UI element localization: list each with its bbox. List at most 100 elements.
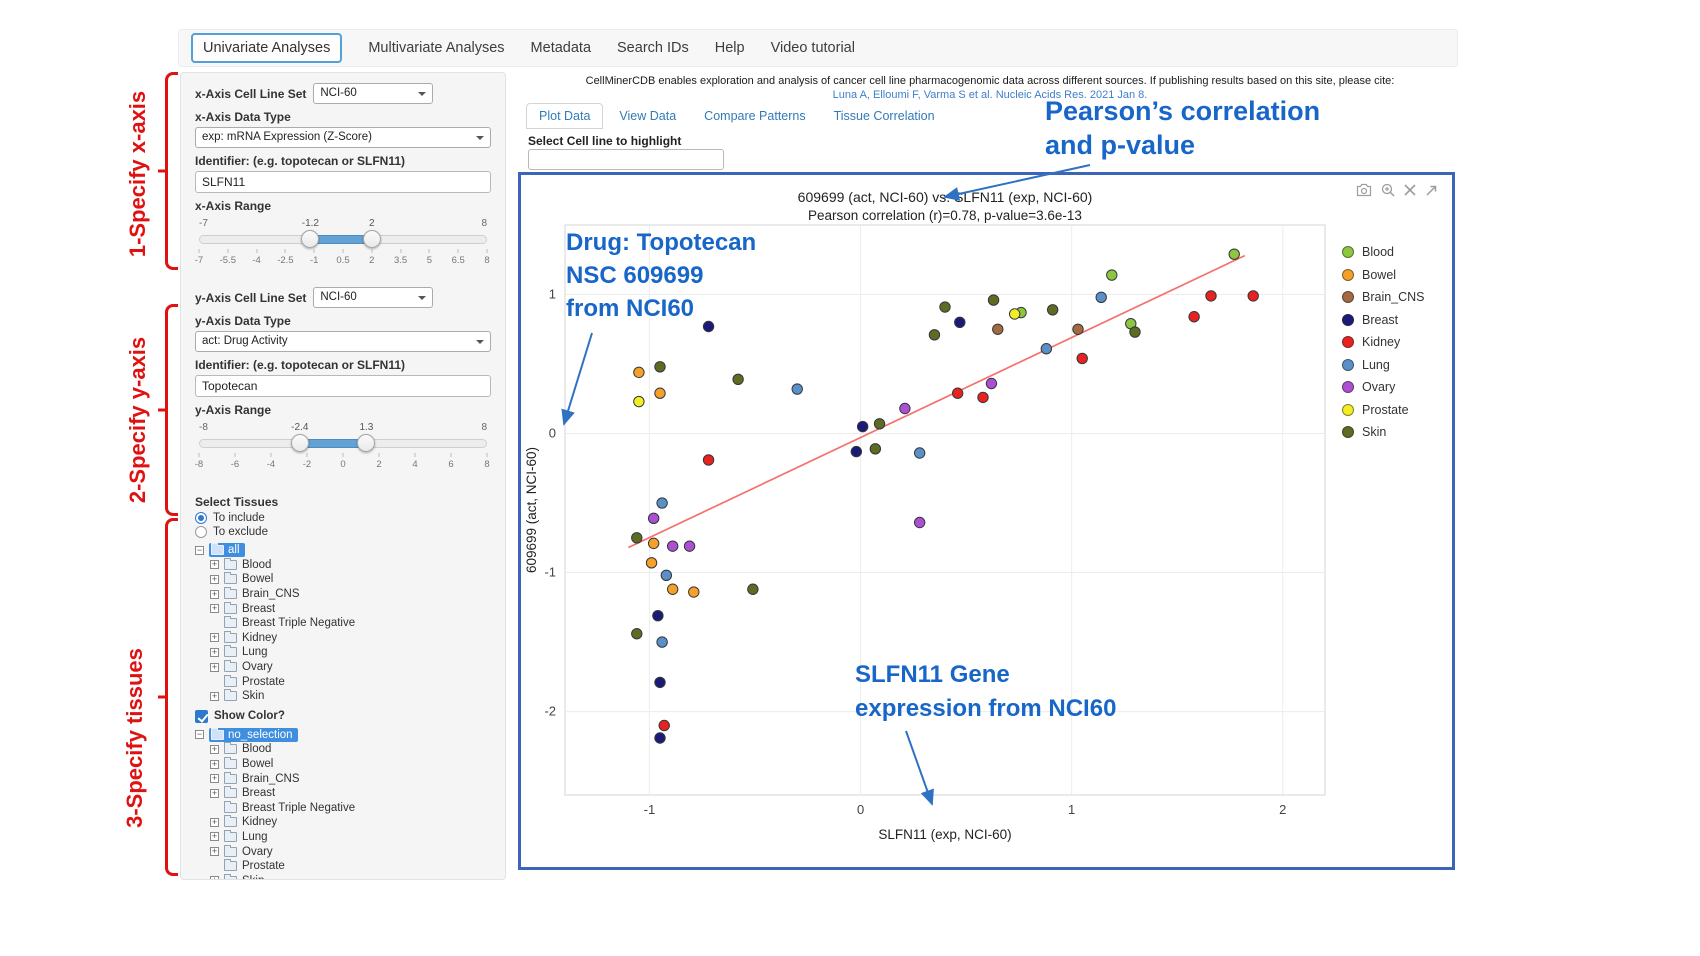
tree-root-all[interactable]: all (209, 543, 245, 557)
collapse-icon[interactable]: − (195, 546, 204, 555)
data-point-ovary[interactable] (914, 517, 924, 527)
data-point-breast[interactable] (655, 733, 665, 743)
legend-item-lung[interactable]: Lung (1342, 358, 1425, 372)
y-range-handle-low[interactable] (291, 434, 309, 452)
data-point-skin[interactable] (940, 302, 950, 312)
tree-item-blood[interactable]: +Blood (195, 558, 491, 573)
data-point-kidney[interactable] (978, 392, 988, 402)
data-point-ovary[interactable] (667, 541, 677, 551)
data-point-bowel[interactable] (667, 584, 677, 594)
data-point-kidney[interactable] (952, 388, 962, 398)
data-point-prostate[interactable] (634, 396, 644, 406)
expand-icon[interactable]: + (210, 847, 219, 856)
legend-item-bowel[interactable]: Bowel (1342, 268, 1425, 282)
checkbox-checked-icon[interactable] (195, 710, 208, 723)
tab-tissue-correlation[interactable]: Tissue Correlation (822, 104, 947, 128)
tree-item-kidney[interactable]: +Kidney (195, 631, 491, 646)
data-point-bowel[interactable] (646, 558, 656, 568)
data-point-skin[interactable] (988, 295, 998, 305)
data-point-breast[interactable] (655, 677, 665, 687)
data-point-prostate[interactable] (1009, 309, 1019, 319)
x-axis-range-slider[interactable]: -78-1.22-7-5.5-4-2.5-10.523.556.58 (199, 227, 487, 281)
tree-item-lung[interactable]: +Lung (195, 645, 491, 660)
x-range-handle-low[interactable] (301, 230, 319, 248)
tab-view-data[interactable]: View Data (607, 104, 688, 128)
tree-item-breast-triple-negative[interactable]: Breast Triple Negative (195, 801, 491, 816)
data-point-skin[interactable] (1047, 305, 1057, 315)
radio-unchecked-icon[interactable] (195, 526, 207, 538)
autoscale-arrow-icon[interactable] (1425, 184, 1438, 197)
show-color-row[interactable]: Show Color? (195, 710, 491, 723)
data-point-lung[interactable] (1096, 292, 1106, 302)
data-point-lung[interactable] (661, 570, 671, 580)
tree-item-brain-cns[interactable]: +Brain_CNS (195, 587, 491, 602)
expand-icon[interactable]: + (210, 604, 219, 613)
data-point-skin[interactable] (874, 419, 884, 429)
data-point-kidney[interactable] (1206, 291, 1216, 301)
y-range-range-fill[interactable] (300, 439, 367, 448)
legend-item-prostate[interactable]: Prostate (1342, 403, 1425, 417)
expand-icon[interactable]: + (210, 590, 219, 599)
data-point-skin[interactable] (733, 374, 743, 384)
expand-icon[interactable]: + (210, 745, 219, 754)
x-identifier-input[interactable] (195, 171, 491, 193)
y-axis-range-slider[interactable]: -88-2.41.3-8-6-4-202468 (199, 431, 487, 485)
x-data-type-select[interactable]: exp: mRNA Expression (Z-Score) (195, 127, 491, 148)
legend-item-breast[interactable]: Breast (1342, 313, 1425, 327)
radio-to-exclude[interactable]: To exclude (195, 526, 491, 538)
x-cell-line-set-select[interactable]: NCI-60 (313, 83, 433, 104)
data-point-kidney[interactable] (1248, 291, 1258, 301)
tree-item-breast[interactable]: +Breast (195, 601, 491, 616)
data-point-skin[interactable] (1130, 327, 1140, 337)
data-point-bowel[interactable] (655, 388, 665, 398)
data-point-ovary[interactable] (986, 378, 996, 388)
data-point-lung[interactable] (657, 498, 667, 508)
nav-tab-help[interactable]: Help (715, 40, 745, 56)
legend-item-blood[interactable]: Blood (1342, 245, 1425, 259)
expand-icon[interactable]: + (210, 832, 219, 841)
nav-tab-multivariate-analyses[interactable]: Multivariate Analyses (368, 40, 504, 56)
y-identifier-input[interactable] (195, 375, 491, 397)
zoom-in-icon[interactable] (1381, 183, 1395, 197)
tab-plot-data[interactable]: Plot Data (526, 103, 603, 129)
tree-item-bowel[interactable]: +Bowel (195, 572, 491, 587)
tree-item-lung[interactable]: +Lung (195, 830, 491, 845)
tree-item-breast-triple-negative[interactable]: Breast Triple Negative (195, 616, 491, 631)
data-point-ovary[interactable] (684, 541, 694, 551)
tree-item-brain-cns[interactable]: +Brain_CNS (195, 771, 491, 786)
x-range-handle-high[interactable] (363, 230, 381, 248)
data-point-blood[interactable] (1229, 249, 1239, 259)
data-point-blood[interactable] (1107, 270, 1117, 280)
camera-icon[interactable] (1356, 183, 1372, 197)
cell-line-highlight-input[interactable] (528, 149, 724, 170)
data-point-bowel[interactable] (648, 538, 658, 548)
expand-icon[interactable]: + (210, 789, 219, 798)
y-data-type-select[interactable]: act: Drug Activity (195, 331, 491, 352)
data-point-skin[interactable] (632, 629, 642, 639)
data-point-kidney[interactable] (1189, 312, 1199, 322)
tree-item-blood[interactable]: +Blood (195, 742, 491, 757)
tree-item-prostate[interactable]: Prostate (195, 674, 491, 689)
expand-icon[interactable]: + (210, 818, 219, 827)
expand-icon[interactable]: + (210, 760, 219, 769)
y-cell-line-set-select[interactable]: NCI-60 (313, 287, 433, 308)
nav-tab-metadata[interactable]: Metadata (531, 40, 591, 56)
data-point-lung[interactable] (657, 637, 667, 647)
legend-item-skin[interactable]: Skin (1342, 425, 1425, 439)
y-range-handle-high[interactable] (357, 434, 375, 452)
expand-icon[interactable]: + (210, 633, 219, 642)
data-point-breast[interactable] (955, 317, 965, 327)
expand-icon[interactable]: + (210, 575, 219, 584)
nav-tab-search-ids[interactable]: Search IDs (617, 40, 689, 56)
radio-to-include[interactable]: To include (195, 512, 491, 524)
nav-tab-univariate-analyses[interactable]: Univariate Analyses (191, 33, 342, 63)
data-point-skin[interactable] (929, 330, 939, 340)
data-point-skin[interactable] (632, 533, 642, 543)
tree-item-skin[interactable]: +Skin (195, 689, 491, 704)
data-point-bowel[interactable] (634, 367, 644, 377)
tree-item-prostate[interactable]: Prostate (195, 859, 491, 874)
data-point-breast[interactable] (851, 446, 861, 456)
legend-item-kidney[interactable]: Kidney (1342, 335, 1425, 349)
legend-item-brain-cns[interactable]: Brain_CNS (1342, 290, 1425, 304)
tree-item-skin[interactable]: +Skin (195, 873, 491, 880)
